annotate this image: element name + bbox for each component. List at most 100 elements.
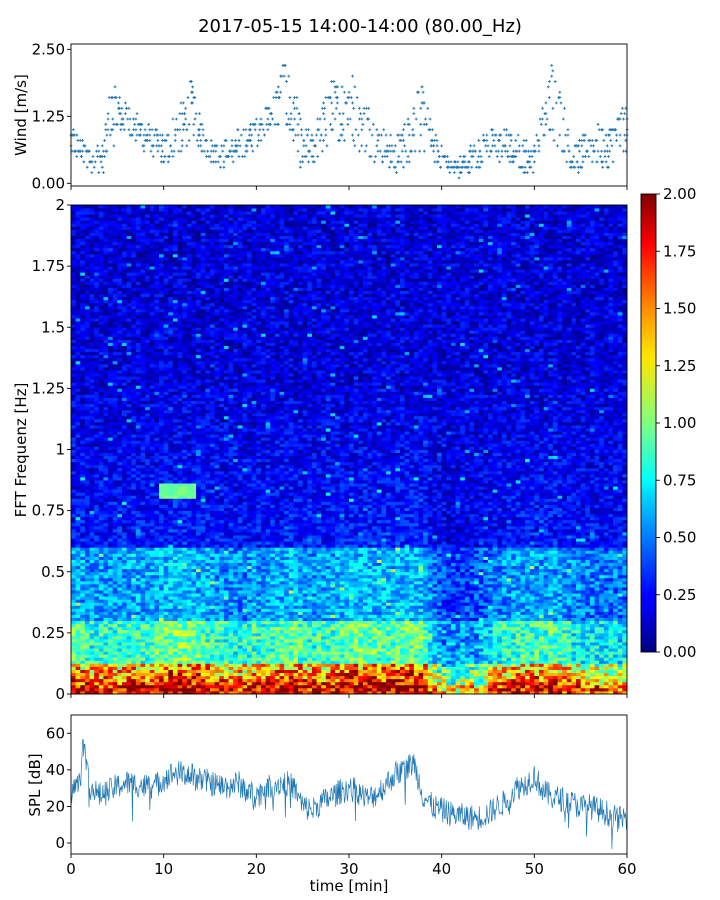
spectrogram-cell [121, 678, 127, 683]
spectrogram-cell [103, 498, 109, 502]
spectrogram-cell [108, 385, 114, 389]
wind-point [75, 133, 79, 137]
spectrogram-cell [112, 421, 118, 426]
spectrogram-cell [135, 519, 141, 524]
spectrogram-cell [98, 415, 104, 420]
spectrogram-cell [145, 498, 151, 502]
spectrogram-cell [140, 455, 146, 460]
wind-point [341, 112, 345, 116]
wind-point [329, 122, 332, 126]
spectrogram-cell [177, 522, 183, 527]
spectrogram-cell [135, 489, 141, 493]
spectrogram-cell [121, 675, 127, 680]
spectrogram-cell [75, 388, 81, 392]
wind-point [81, 149, 84, 153]
spectrogram-cell [84, 397, 90, 401]
spectrogram-cell [84, 470, 90, 475]
spectrogram-cell [84, 596, 90, 600]
spectrogram-cell [84, 412, 90, 417]
wind-point [435, 139, 439, 142]
spectrogram-cell [108, 528, 114, 533]
spectrogram-cell [154, 455, 160, 460]
spectrogram-cell [98, 214, 104, 218]
spectrogram-cell [135, 574, 141, 579]
spectrogram-cell [131, 220, 137, 224]
wind-point [400, 133, 404, 137]
wind-point [159, 155, 163, 158]
spectrogram-cell [117, 327, 123, 331]
spectrogram-cell [80, 296, 86, 301]
spectrogram-cell [103, 593, 109, 597]
spectrogram-cell [71, 626, 77, 631]
spectrogram-cell [135, 220, 141, 224]
spectrogram-cell [163, 260, 169, 264]
spectrogram-cell [80, 208, 86, 212]
spectrogram-cell [75, 556, 81, 560]
spectrogram-cell [121, 302, 127, 307]
spectrogram-cell [145, 577, 151, 582]
spectrogram-cell [163, 642, 169, 646]
spectrogram-cell [145, 443, 151, 447]
wind-point [583, 155, 587, 158]
spectrogram-cell [112, 290, 118, 295]
spectrogram-cell [177, 409, 183, 414]
spectrogram-cell [168, 253, 174, 258]
spectrogram-cell [89, 470, 95, 475]
spectrogram-cell [172, 608, 178, 612]
wind-point [604, 160, 608, 164]
spectrogram-cell [103, 244, 109, 249]
spectrogram-cell [168, 464, 174, 469]
spectrogram-cell [121, 532, 127, 536]
spectrogram-cell [103, 651, 109, 655]
spectrogram-cell [149, 577, 155, 582]
spectrogram-cell [140, 666, 146, 670]
spectrogram-cell [159, 614, 165, 618]
wind-point [546, 85, 550, 89]
spectrogram-cell [112, 577, 118, 582]
spectrogram-cell [94, 272, 100, 276]
wind-point [97, 171, 101, 175]
spectrogram-cell [80, 299, 86, 304]
spectrogram-cell [94, 626, 100, 631]
spectrogram-cell [186, 651, 192, 655]
spectrogram-cell [182, 492, 188, 496]
spectrogram-cell [163, 498, 169, 502]
spectrogram-cell [98, 397, 104, 401]
spectrogram-cell [135, 535, 141, 539]
spectrogram-cell [98, 226, 104, 230]
spectrogram-cell [172, 629, 178, 634]
spectrogram-cell [182, 593, 188, 597]
spectrogram-cell [108, 208, 114, 212]
spectrogram-cell [182, 388, 188, 392]
spectrogram-cell [108, 461, 114, 466]
spectrogram-cell [182, 623, 188, 628]
spectrogram-cell [131, 431, 137, 435]
spectrogram-cell [163, 443, 169, 447]
spectrogram-cell [135, 629, 141, 634]
spectrogram-cell [75, 559, 81, 563]
spectrogram-cell [140, 397, 146, 401]
spectrogram-cell [172, 596, 178, 600]
spectrogram-cell [145, 250, 151, 255]
spectrogram-cell [103, 580, 109, 585]
spectrogram-cell [108, 403, 114, 408]
spectrogram-cell [135, 250, 141, 255]
wind-point [278, 96, 281, 99]
spectrogram-cell [84, 477, 90, 481]
spectrogram-cell [172, 315, 178, 319]
spectrogram-cell [131, 461, 137, 466]
spectrogram-cell [98, 253, 104, 258]
spectrogram-cell [121, 550, 127, 554]
spectrogram-cell [145, 492, 151, 496]
spectrogram-cell [126, 425, 132, 429]
wind-point [310, 133, 314, 137]
spectrogram-cell [103, 657, 109, 661]
spectrogram-cell [126, 458, 132, 463]
spectrogram-cell [98, 241, 104, 246]
spectrogram-cell [172, 370, 178, 374]
spectrogram-cell [71, 412, 77, 417]
spectrogram-cell [172, 415, 178, 420]
spectrogram-cell [182, 247, 188, 252]
spectrogram-cell [140, 605, 146, 609]
spectrogram-cell [103, 376, 109, 380]
